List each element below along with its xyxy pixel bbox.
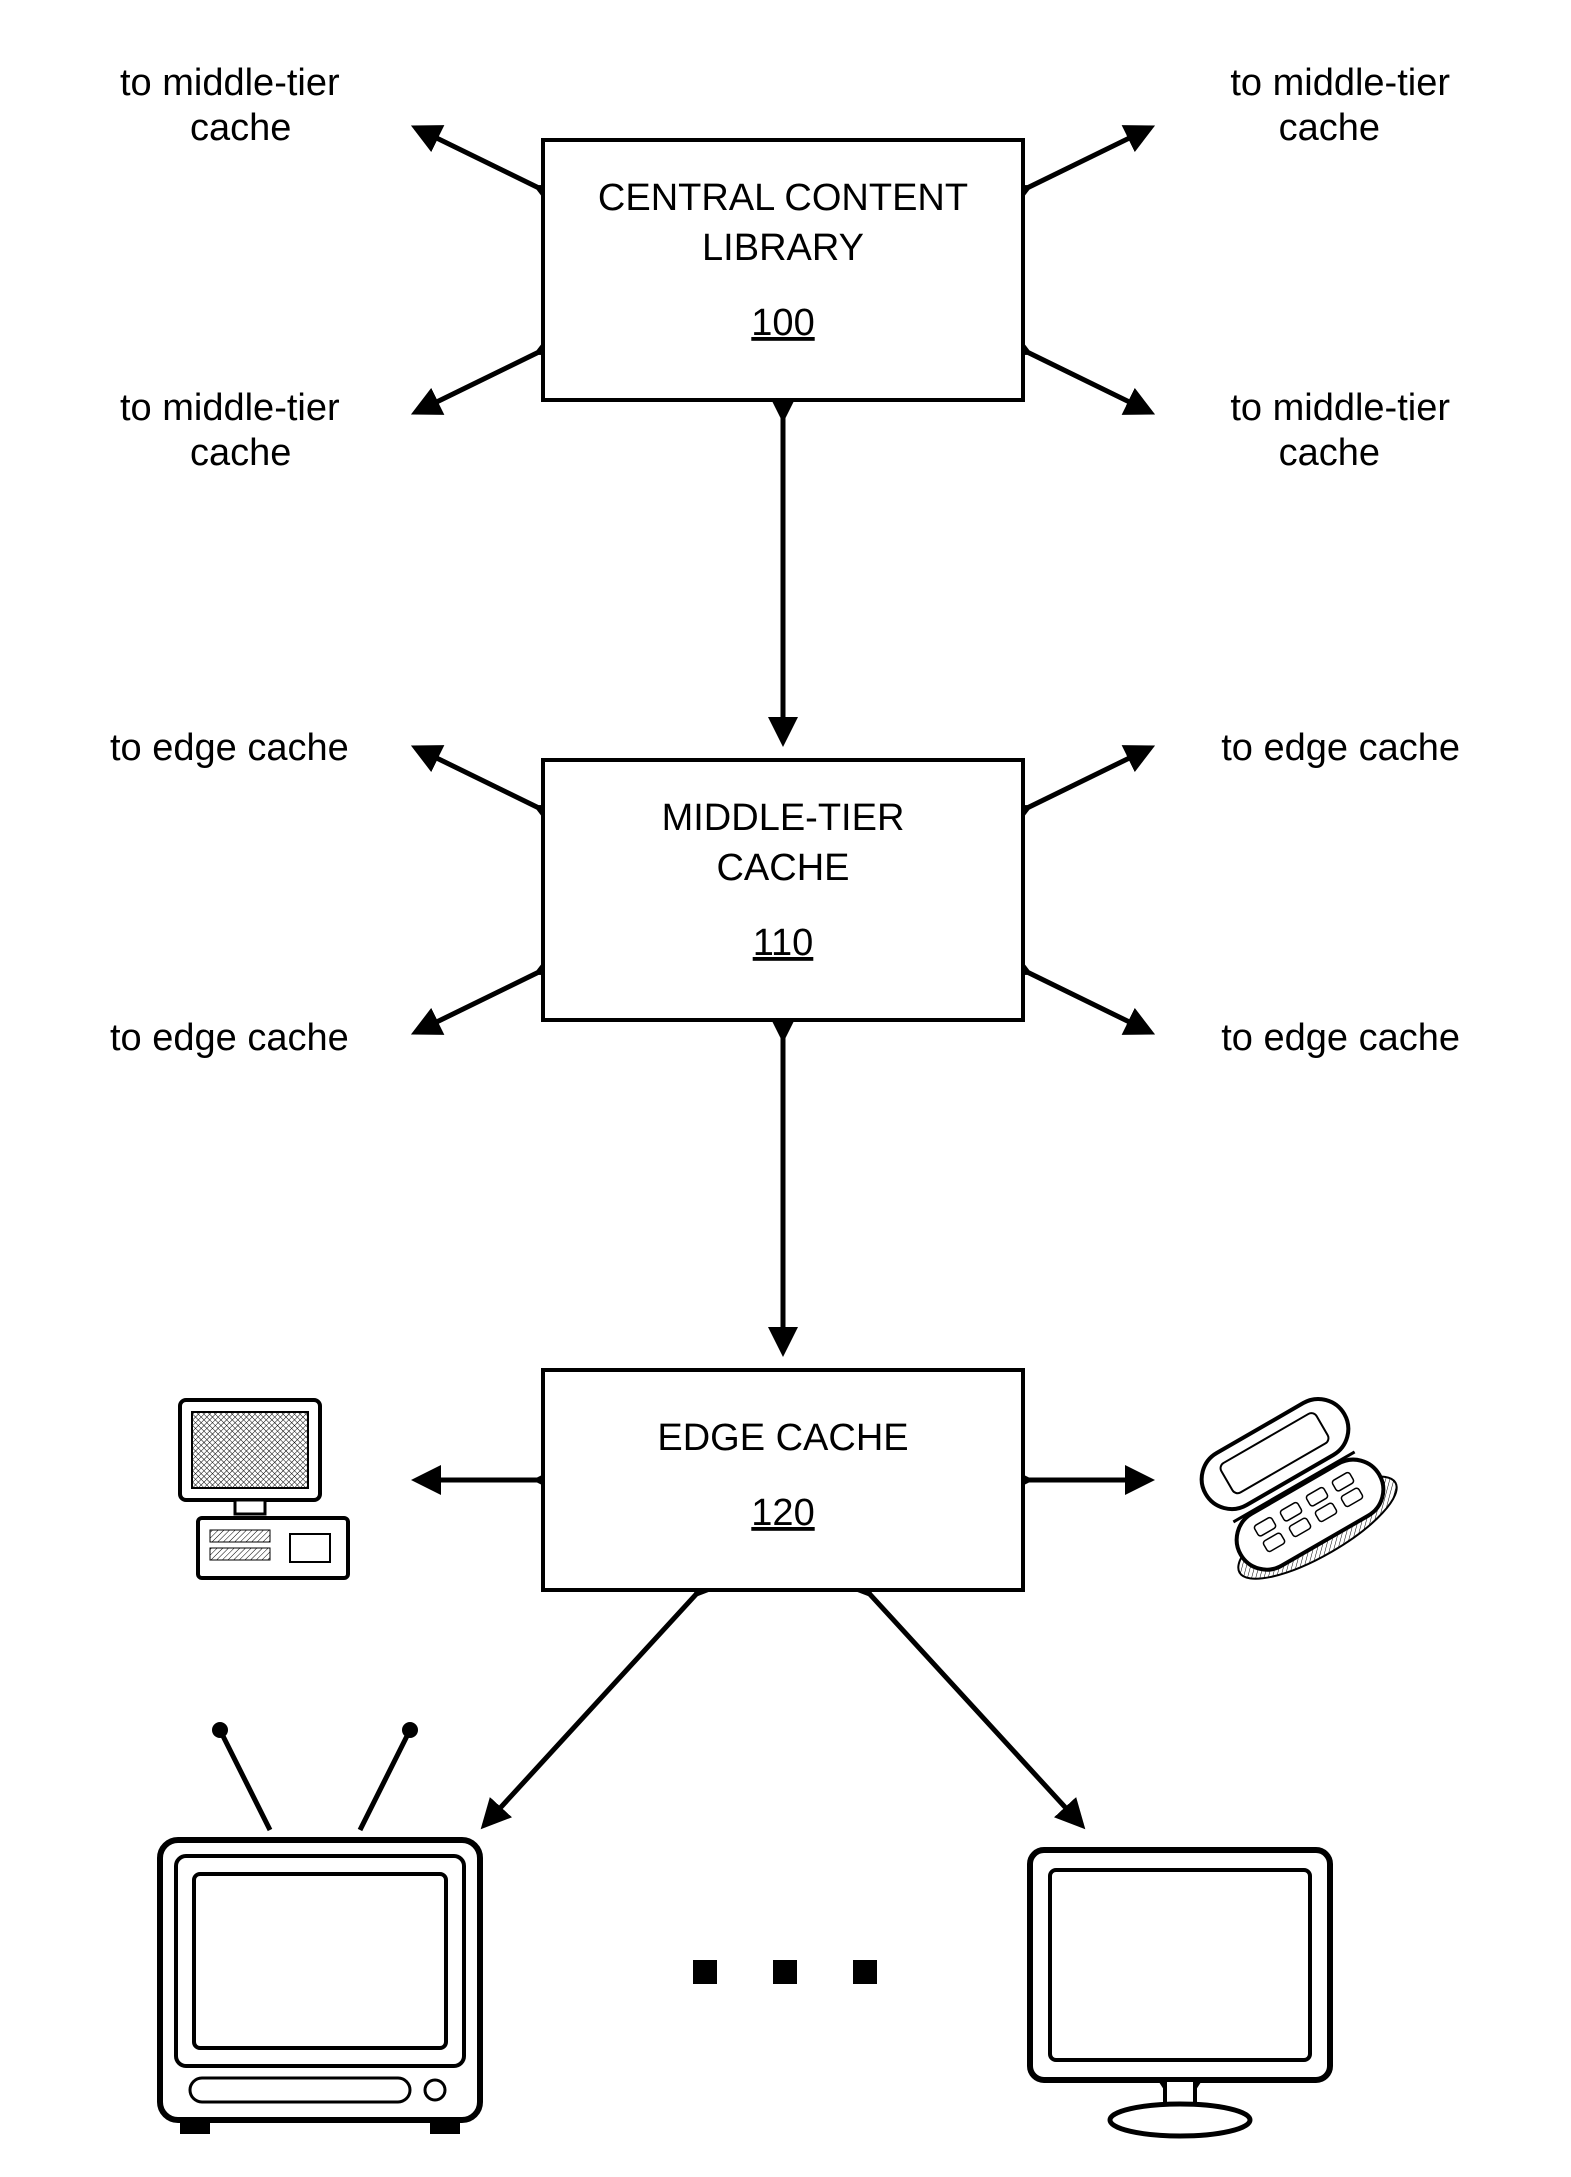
label-c-lt-1: to middle-tier: [120, 62, 340, 104]
label-c-lb-1: to middle-tier: [120, 387, 340, 429]
label-m-lb: to edge cache: [110, 1017, 349, 1059]
arrow-edge-to-monitor: [870, 1594, 1082, 1825]
arrow: [415, 353, 537, 413]
edge-ref: 120: [751, 1492, 814, 1534]
label-m-rt: to edge cache: [1221, 727, 1460, 769]
label-c-rt-2: cache: [1279, 107, 1380, 149]
label-c-rb-2: cache: [1279, 432, 1380, 474]
middle-line2: CACHE: [716, 847, 849, 889]
phone-icon: [1182, 1383, 1409, 1597]
monitor-icon: 130n: [1030, 1850, 1330, 2136]
label-c-rb-1: to middle-tier: [1230, 387, 1450, 429]
edge-cache-box: EDGE CACHE 120: [543, 1370, 1023, 1590]
label-c-lb-2: cache: [190, 432, 291, 474]
central-line2: LIBRARY: [702, 227, 864, 269]
label-c-lt-2: cache: [190, 107, 291, 149]
middle-tier-cache-box: MIDDLE-TIER CACHE 110: [543, 760, 1023, 1020]
label-m-rb: to edge cache: [1221, 1017, 1460, 1059]
arrow-edge-to-tv: [484, 1594, 696, 1825]
arrow: [415, 128, 537, 188]
arrow: [1028, 353, 1150, 413]
central-content-library-box: CENTRAL CONTENT LIBRARY 100: [543, 140, 1023, 400]
arrow: [415, 748, 537, 808]
arrow: [1028, 128, 1150, 188]
middle-ref: 110: [753, 922, 814, 964]
label-c-rt-1: to middle-tier: [1230, 62, 1450, 104]
middle-line1: MIDDLE-TIER: [662, 797, 905, 839]
central-ref: 100: [751, 302, 814, 344]
edge-line1: EDGE CACHE: [657, 1417, 908, 1459]
central-line1: CENTRAL CONTENT: [598, 177, 968, 219]
label-m-lt: to edge cache: [110, 727, 349, 769]
tv-icon: 130a: [160, 1722, 480, 2134]
arrow: [1028, 973, 1150, 1033]
arrow: [415, 973, 537, 1033]
computer-icon: [180, 1400, 348, 1578]
arrow: [1028, 748, 1150, 808]
ellipsis-icon: [693, 1960, 877, 1984]
